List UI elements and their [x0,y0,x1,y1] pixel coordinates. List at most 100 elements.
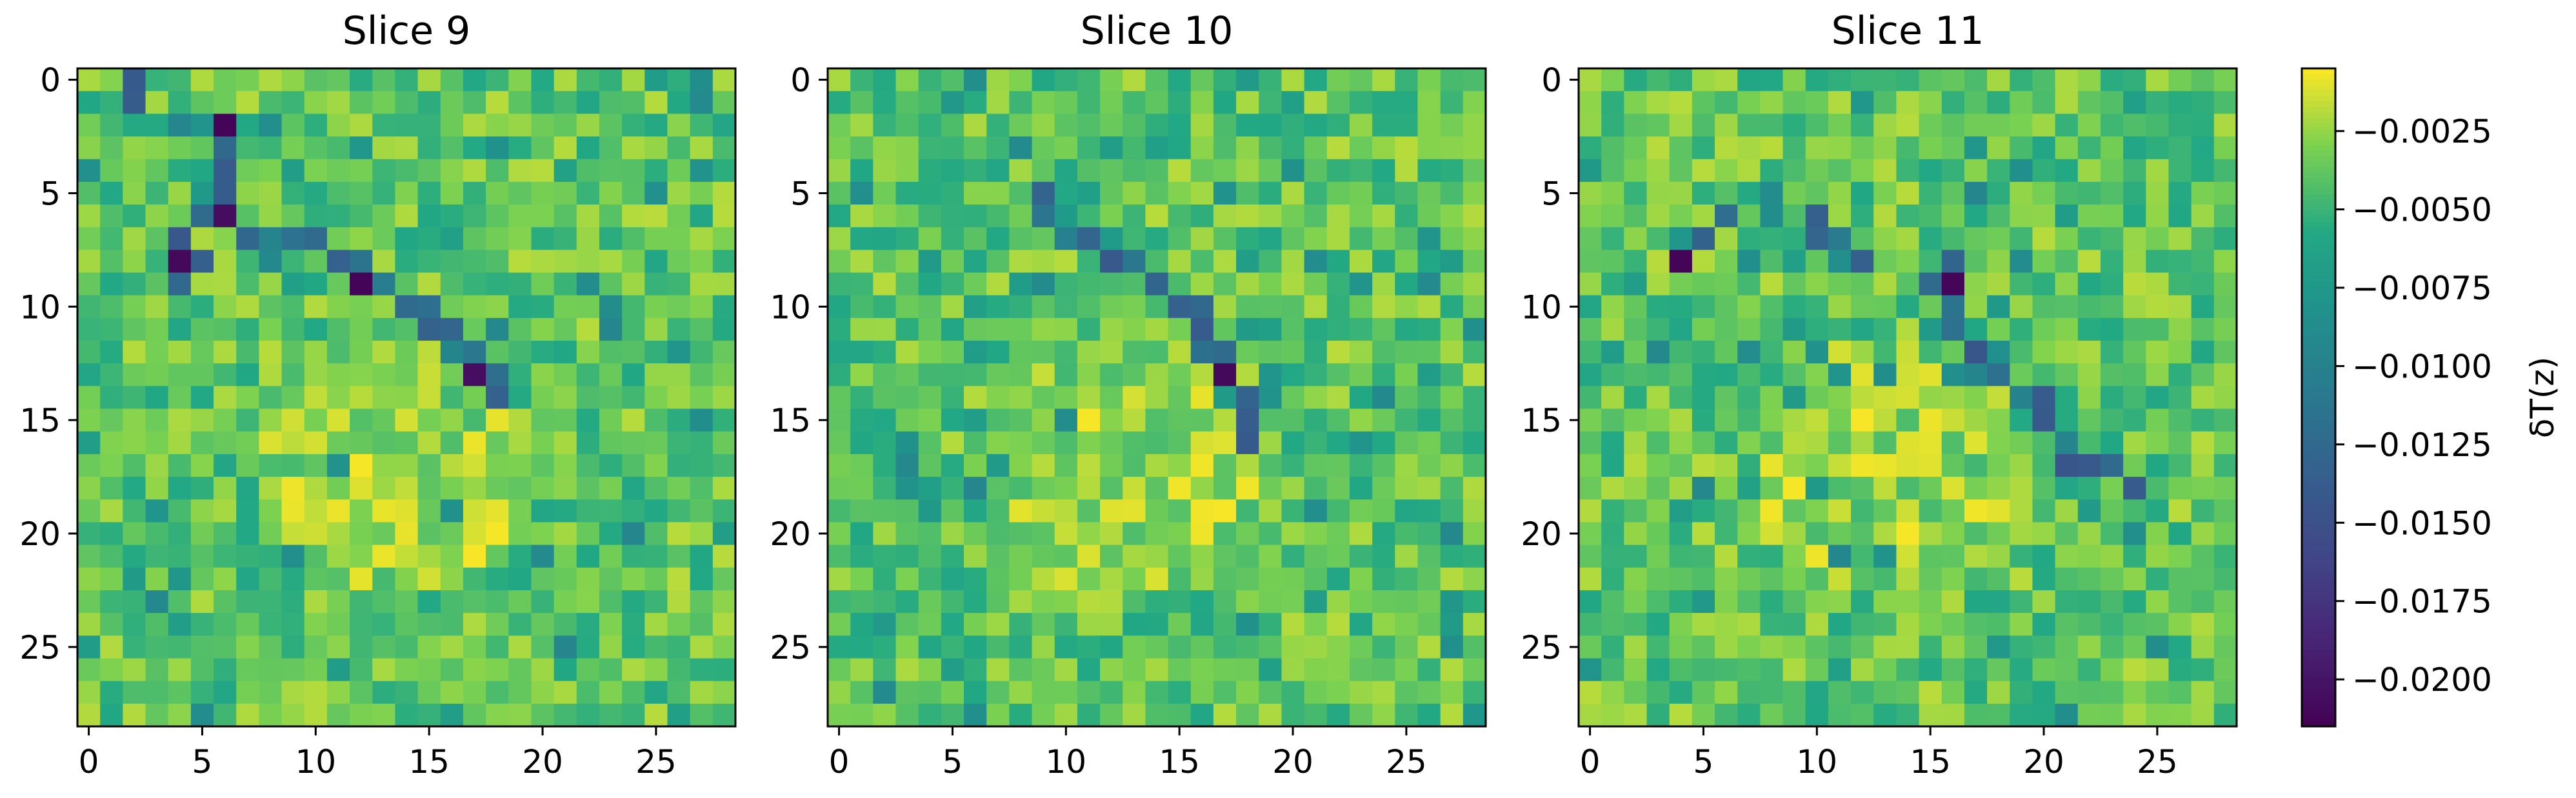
colorbar-segment [2302,227,2335,234]
heatmap-cell [1168,250,1192,274]
heatmap-cell [1304,477,1328,500]
heatmap-cell [372,635,396,659]
heatmap-cell [100,317,123,341]
heatmap-cell [350,703,373,727]
heatmap-cell [372,159,396,183]
heatmap-cell [1873,181,1897,205]
y-tick-label: 25 [19,629,61,666]
heatmap-cell [2100,454,2124,477]
y-tick-label: 10 [19,288,61,326]
heatmap-cell [1760,703,1784,727]
heatmap-cell [554,499,577,523]
heatmap-cell [1372,431,1395,455]
heatmap-cell [1349,658,1373,682]
heatmap-cell [1669,317,1693,341]
heatmap-cell [1123,317,1146,341]
heatmap-cell [1145,181,1169,205]
heatmap-cell [1054,635,1078,659]
heatmap-cell [1123,181,1146,205]
heatmap-cell [2032,635,2056,659]
heatmap-cell [1417,181,1441,205]
heatmap-cell [1919,363,1942,387]
heatmap-cell [1737,477,1761,500]
heatmap-cell [1828,635,1852,659]
heatmap-cell [941,454,964,477]
colorbar-segment [2302,244,2335,250]
heatmap-cell [1987,454,2010,477]
heatmap-cell [1463,431,1486,455]
heatmap-cell [1941,522,1965,546]
heatmap-cell [2191,658,2215,682]
heatmap-cell [1873,522,1897,546]
heatmap-cell [1624,295,1648,319]
heatmap-cell [1372,114,1395,137]
heatmap-cell [1896,136,1920,160]
heatmap-cell [304,295,328,319]
heatmap-cell [1417,227,1441,250]
heatmap-cell [1828,431,1852,455]
x-tick-label: 20 [2023,743,2064,781]
colorbar-segment [2302,507,2335,514]
heatmap-cell [1760,408,1784,432]
heatmap-cell [145,408,169,432]
heatmap-cell [1304,454,1328,477]
heatmap-cell [1395,590,1419,613]
heatmap-cell [1463,272,1486,296]
colorbar: −0.0025−0.0050−0.0075−0.0100−0.0125−0.01… [2301,67,2561,728]
heatmap-cell [531,91,555,114]
heatmap-cell [168,317,192,341]
heatmap-cell [123,703,146,727]
heatmap-cell [2010,272,2033,296]
colorbar-segment [2302,249,2335,255]
heatmap-cell [395,658,419,682]
heatmap-cell [1395,295,1419,319]
heatmap-cell [1009,363,1033,387]
heatmap-cell [2032,477,2056,500]
colorbar-segment [2302,479,2335,486]
heatmap-cell [1417,635,1441,659]
heatmap-cell [1372,635,1395,659]
heatmap-cell [1100,204,1123,228]
heatmap-cell [417,590,441,613]
heatmap-cell [531,341,555,364]
heatmap-cell [690,567,714,591]
heatmap-cell [2010,408,2033,432]
heatmap-cell [828,363,851,387]
colorbar-tick-label: −0.0175 [2352,583,2492,621]
heatmap-cell [1579,181,1602,205]
heatmap-cell [2146,590,2170,613]
heatmap-cell [1987,181,2010,205]
heatmap-cell [1100,567,1123,591]
heatmap-cell [1579,91,1602,114]
colorbar-segment [2302,161,2335,168]
heatmap-cell [895,363,919,387]
heatmap-cell [895,408,919,432]
heatmap-cell [2146,477,2170,500]
heatmap-cell [918,658,942,682]
heatmap-cell [1579,295,1602,319]
heatmap-cell [576,250,600,274]
heatmap-cell [2123,544,2146,568]
heatmap-cell [190,227,214,250]
heatmap-cell [1579,386,1602,410]
heatmap-cell [1760,567,1784,591]
heatmap-cell [690,91,714,114]
heatmap-cell [622,681,645,704]
heatmap-cell [1828,386,1852,410]
heatmap-cell [1919,499,1942,523]
heatmap-cell [326,159,350,183]
heatmap-cell [918,136,942,160]
heatmap-cell [2213,250,2237,274]
heatmap-cell [1669,499,1693,523]
heatmap-cell [2146,431,2170,455]
heatmap-cell [1281,590,1305,613]
colorbar-segment [2302,611,2335,617]
heatmap-cell [259,227,283,250]
heatmap-cell [2100,544,2124,568]
heatmap-cell [236,477,259,500]
heatmap-cell [2213,544,2237,568]
heatmap-cell [1145,91,1169,114]
heatmap-cell [395,431,419,455]
plot-frame [826,67,1487,728]
heatmap-cell [304,227,328,250]
